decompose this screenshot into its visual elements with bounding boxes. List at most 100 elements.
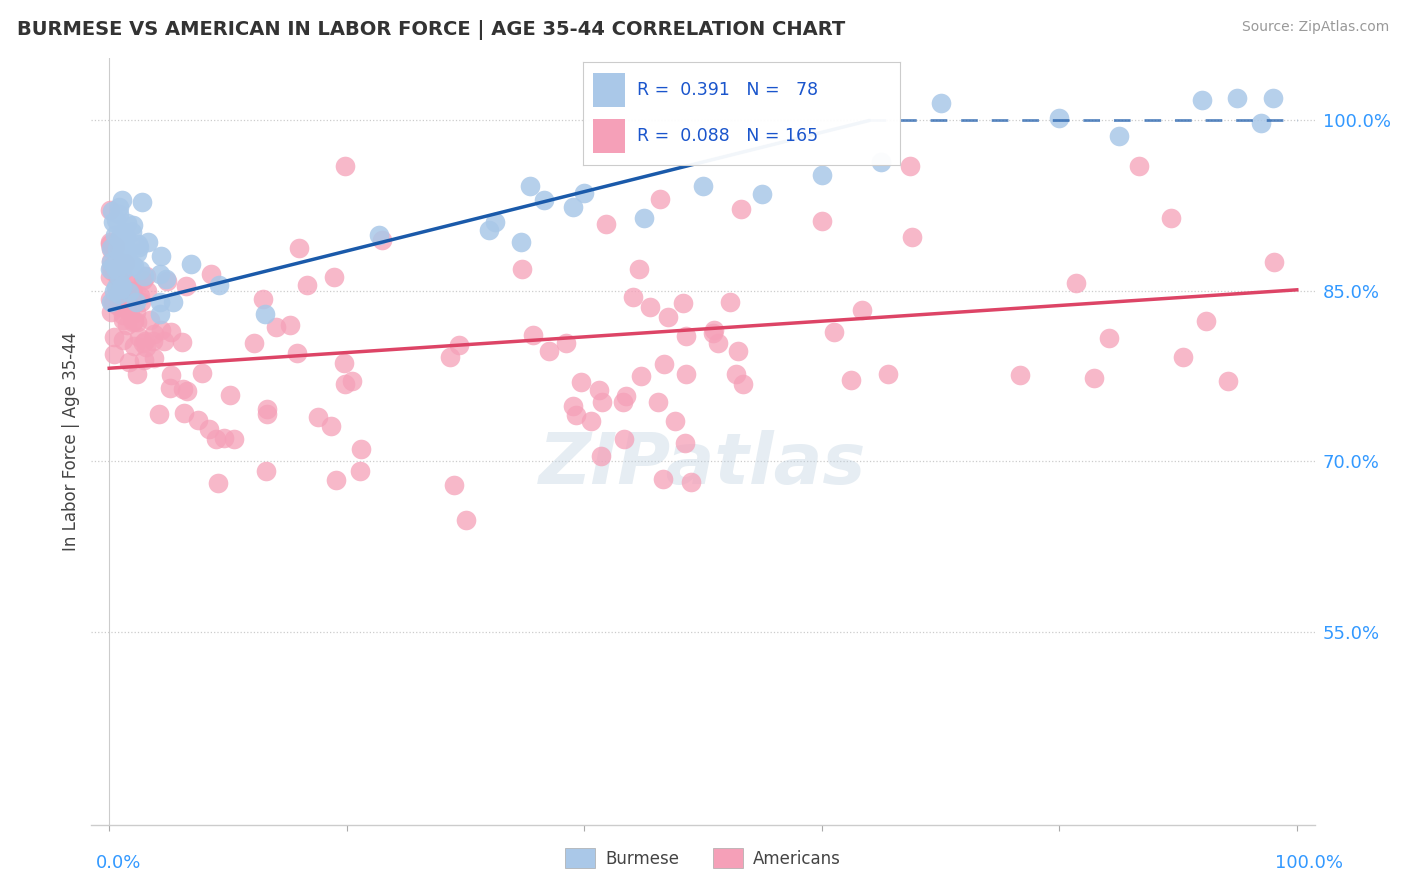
Point — [325, 473, 347, 487]
Point — [100, 255, 122, 269]
Point — [101, 204, 124, 219]
Point — [149, 267, 172, 281]
Point — [112, 251, 135, 265]
Point — [512, 261, 534, 276]
Point — [477, 223, 499, 237]
Point — [647, 395, 669, 409]
Y-axis label: In Labor Force | Age 35-44: In Labor Force | Age 35-44 — [62, 332, 80, 551]
Point — [100, 260, 122, 274]
Point — [107, 270, 129, 285]
Text: R =  0.391   N =   78: R = 0.391 N = 78 — [637, 81, 818, 99]
Point — [170, 334, 193, 349]
Point — [122, 314, 145, 328]
Point — [115, 303, 138, 318]
Point — [132, 336, 155, 351]
Point — [190, 366, 212, 380]
Point — [675, 368, 697, 382]
Point — [1218, 374, 1240, 388]
Point — [522, 327, 544, 342]
Point — [160, 368, 183, 382]
Point — [650, 193, 672, 207]
Point — [103, 215, 125, 229]
Point — [287, 240, 309, 254]
Point — [254, 464, 277, 478]
Point — [152, 334, 174, 348]
Point — [633, 211, 655, 225]
Point — [256, 407, 278, 421]
Point — [703, 323, 725, 337]
Point — [111, 193, 134, 207]
Point — [105, 262, 128, 277]
Point — [125, 315, 148, 329]
Point — [105, 252, 128, 267]
Text: ZIPatlas: ZIPatlas — [540, 430, 866, 499]
Point — [285, 346, 308, 360]
Point — [103, 263, 125, 277]
Point — [105, 281, 128, 295]
Point — [100, 242, 122, 256]
Point — [702, 326, 724, 341]
Point — [595, 217, 617, 231]
Point — [349, 464, 371, 478]
Point — [129, 294, 152, 309]
Point — [110, 288, 132, 302]
Point — [121, 285, 143, 299]
Point — [101, 295, 124, 310]
Point — [135, 268, 157, 283]
Point — [810, 168, 832, 182]
Point — [114, 244, 136, 258]
Point — [208, 277, 231, 292]
Point — [100, 304, 122, 318]
Text: Source: ZipAtlas.com: Source: ZipAtlas.com — [1241, 20, 1389, 34]
Point — [120, 303, 142, 318]
Point — [103, 329, 125, 343]
Point — [100, 240, 122, 254]
Point — [149, 249, 172, 263]
Point — [159, 325, 181, 339]
Point — [278, 318, 301, 332]
Point — [212, 432, 235, 446]
Point — [565, 408, 588, 422]
Point — [652, 357, 675, 371]
Point — [621, 290, 644, 304]
Point — [562, 200, 585, 214]
Point — [136, 235, 159, 249]
Point — [103, 285, 125, 299]
Point — [1098, 330, 1121, 344]
Point — [103, 347, 125, 361]
Point — [1083, 371, 1105, 385]
Point — [125, 295, 148, 310]
Point — [132, 353, 155, 368]
Point — [105, 242, 128, 256]
Point — [533, 193, 555, 207]
Point — [128, 330, 150, 344]
Point — [727, 344, 749, 359]
Point — [120, 258, 142, 272]
Point — [443, 477, 465, 491]
Point — [254, 307, 277, 321]
Point — [823, 326, 845, 340]
Point — [675, 328, 697, 343]
Point — [1195, 314, 1218, 328]
Legend: Burmese, Americans: Burmese, Americans — [558, 842, 848, 874]
Point — [128, 289, 150, 303]
Point — [851, 303, 873, 318]
Point — [630, 369, 652, 384]
Point — [136, 285, 159, 299]
Point — [1171, 350, 1194, 364]
Point — [142, 334, 165, 349]
Point — [132, 273, 155, 287]
Point — [114, 260, 136, 275]
Point — [652, 472, 675, 486]
Point — [898, 159, 921, 173]
Point — [672, 296, 695, 310]
Point — [266, 319, 288, 334]
Point — [1047, 111, 1070, 125]
Point — [901, 230, 924, 244]
Point — [112, 312, 135, 326]
Point — [439, 350, 461, 364]
Point — [1108, 128, 1130, 143]
Point — [125, 245, 148, 260]
Bar — [593, 119, 624, 153]
Point — [105, 268, 128, 282]
